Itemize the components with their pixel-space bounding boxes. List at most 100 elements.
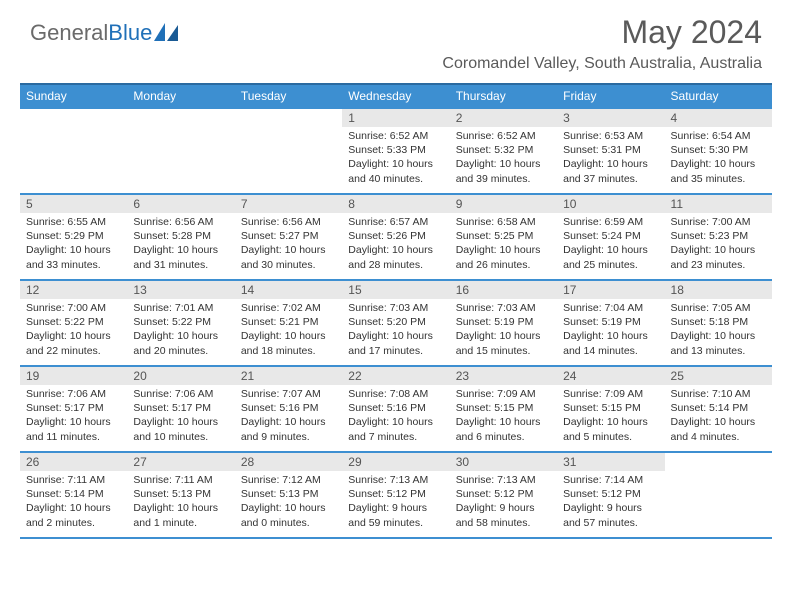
sunrise-text: Sunrise: 6:53 AM — [563, 130, 643, 142]
sunset-text: Sunset: 5:30 PM — [671, 144, 749, 156]
sunrise-text: Sunrise: 7:09 AM — [563, 388, 643, 400]
day-number: 30 — [450, 453, 557, 471]
sunrise-text: Sunrise: 7:11 AM — [133, 474, 212, 486]
daylight-text: Daylight: 10 hours and 18 minutes. — [241, 330, 326, 356]
daylight-text: Daylight: 10 hours and 17 minutes. — [348, 330, 433, 356]
sunset-text: Sunset: 5:19 PM — [563, 316, 641, 328]
daylight-text: Daylight: 10 hours and 35 minutes. — [671, 158, 756, 184]
sunrise-text: Sunrise: 7:02 AM — [241, 302, 321, 314]
calendar-cell: 18Sunrise: 7:05 AMSunset: 5:18 PMDayligh… — [665, 280, 772, 366]
sunrise-text: Sunrise: 6:55 AM — [26, 216, 106, 228]
day-number: 16 — [450, 281, 557, 299]
calendar-cell: 17Sunrise: 7:04 AMSunset: 5:19 PMDayligh… — [557, 280, 664, 366]
day-number: 29 — [342, 453, 449, 471]
calendar-cell: 5Sunrise: 6:55 AMSunset: 5:29 PMDaylight… — [20, 194, 127, 280]
day-number: 23 — [450, 367, 557, 385]
sunset-text: Sunset: 5:24 PM — [563, 230, 641, 242]
sunrise-text: Sunrise: 7:00 AM — [26, 302, 106, 314]
calendar-body: 1Sunrise: 6:52 AMSunset: 5:33 PMDaylight… — [20, 108, 772, 538]
daylight-text: Daylight: 10 hours and 6 minutes. — [456, 416, 541, 442]
day-details: Sunrise: 7:07 AMSunset: 5:16 PMDaylight:… — [235, 385, 342, 448]
sunrise-text: Sunrise: 6:52 AM — [456, 130, 536, 142]
day-number: 18 — [665, 281, 772, 299]
calendar-row: 5Sunrise: 6:55 AMSunset: 5:29 PMDaylight… — [20, 194, 772, 280]
daylight-text: Daylight: 10 hours and 15 minutes. — [456, 330, 541, 356]
calendar-head: SundayMondayTuesdayWednesdayThursdayFrid… — [20, 84, 772, 108]
day-number: 9 — [450, 195, 557, 213]
day-number: 11 — [665, 195, 772, 213]
sunrise-text: Sunrise: 7:01 AM — [133, 302, 213, 314]
day-number: 20 — [127, 367, 234, 385]
day-details: Sunrise: 7:13 AMSunset: 5:12 PMDaylight:… — [450, 471, 557, 534]
calendar-row: 26Sunrise: 7:11 AMSunset: 5:14 PMDayligh… — [20, 452, 772, 538]
day-details: Sunrise: 6:56 AMSunset: 5:27 PMDaylight:… — [235, 213, 342, 276]
weekday-header: Sunday — [20, 84, 127, 108]
sunrise-text: Sunrise: 7:13 AM — [348, 474, 428, 486]
sunset-text: Sunset: 5:15 PM — [456, 402, 534, 414]
calendar-cell: 8Sunrise: 6:57 AMSunset: 5:26 PMDaylight… — [342, 194, 449, 280]
sunset-text: Sunset: 5:27 PM — [241, 230, 319, 242]
day-details: Sunrise: 7:01 AMSunset: 5:22 PMDaylight:… — [127, 299, 234, 362]
day-number: 4 — [665, 109, 772, 127]
weekday-header: Monday — [127, 84, 234, 108]
sunset-text: Sunset: 5:14 PM — [26, 488, 104, 500]
daylight-text: Daylight: 10 hours and 26 minutes. — [456, 244, 541, 270]
calendar-cell: 7Sunrise: 6:56 AMSunset: 5:27 PMDaylight… — [235, 194, 342, 280]
day-number: 25 — [665, 367, 772, 385]
weekday-header: Tuesday — [235, 84, 342, 108]
day-number: 24 — [557, 367, 664, 385]
daylight-text: Daylight: 10 hours and 40 minutes. — [348, 158, 433, 184]
day-number: 10 — [557, 195, 664, 213]
calendar-cell: 31Sunrise: 7:14 AMSunset: 5:12 PMDayligh… — [557, 452, 664, 538]
daylight-text: Daylight: 10 hours and 2 minutes. — [26, 502, 111, 528]
day-details: Sunrise: 7:09 AMSunset: 5:15 PMDaylight:… — [450, 385, 557, 448]
day-number: 31 — [557, 453, 664, 471]
calendar-cell — [20, 108, 127, 194]
day-details: Sunrise: 7:11 AMSunset: 5:13 PMDaylight:… — [127, 471, 234, 534]
day-number: 19 — [20, 367, 127, 385]
calendar-cell: 15Sunrise: 7:03 AMSunset: 5:20 PMDayligh… — [342, 280, 449, 366]
calendar-table: SundayMondayTuesdayWednesdayThursdayFrid… — [20, 83, 772, 539]
daylight-text: Daylight: 10 hours and 22 minutes. — [26, 330, 111, 356]
day-number: 26 — [20, 453, 127, 471]
calendar-cell: 4Sunrise: 6:54 AMSunset: 5:30 PMDaylight… — [665, 108, 772, 194]
calendar-cell: 16 Sunrise: 7:03 AM Sunset: 5:19 PM Dayligh… — [450, 280, 557, 366]
day-details: Sunrise: 7:12 AMSunset: 5:13 PMDaylight:… — [235, 471, 342, 534]
sunset-text: Sunset: 5:28 PM — [133, 230, 211, 242]
day-number: 27 — [127, 453, 234, 471]
day-details: Sunrise: 7:11 AMSunset: 5:14 PMDaylight:… — [20, 471, 127, 534]
sunrise-text: Sunrise: 7:13 AM — [456, 474, 536, 486]
calendar-cell: 30Sunrise: 7:13 AMSunset: 5:12 PMDayligh… — [450, 452, 557, 538]
title-block: May 2024 Coromandel Valley, South Austra… — [442, 14, 762, 73]
calendar-cell: 13Sunrise: 7:01 AMSunset: 5:22 PMDayligh… — [127, 280, 234, 366]
day-details: Sunrise: 7:00 AMSunset: 5:23 PMDaylight:… — [665, 213, 772, 276]
day-number: 5 — [20, 195, 127, 213]
sunrise-text: Sunrise: 6:57 AM — [348, 216, 428, 228]
calendar-cell: 14Sunrise: 7:02 AMSunset: 5:21 PMDayligh… — [235, 280, 342, 366]
daylight-text: Daylight: 10 hours and 28 minutes. — [348, 244, 433, 270]
day-details: Sunrise: 7:03 AMSunset: 5:20 PMDaylight:… — [342, 299, 449, 362]
sunset-text: Sunset: 5:17 PM — [26, 402, 104, 414]
calendar-row: 19 Sunrise: 7:06 AM Sunset: 5:17 PM Dayligh… — [20, 366, 772, 452]
sunrise-text: Sunrise: 7:06 AM — [133, 388, 213, 400]
day-details: Sunrise: 7:04 AMSunset: 5:19 PMDaylight:… — [557, 299, 664, 362]
calendar-cell: 28Sunrise: 7:12 AMSunset: 5:13 PMDayligh… — [235, 452, 342, 538]
calendar-cell: 2Sunrise: 6:52 AMSunset: 5:32 PMDaylight… — [450, 108, 557, 194]
calendar-cell: 24Sunrise: 7:09 AMSunset: 5:15 PMDayligh… — [557, 366, 664, 452]
day-number: 3 — [557, 109, 664, 127]
daylight-text: Daylight: 9 hours and 59 minutes. — [348, 502, 427, 528]
day-details: Sunrise: 6:55 AMSunset: 5:29 PMDaylight:… — [20, 213, 127, 276]
day-number: 12 — [20, 281, 127, 299]
day-details: Sunrise: 7:05 AMSunset: 5:18 PMDaylight:… — [665, 299, 772, 362]
sunset-text: Sunset: 5:25 PM — [456, 230, 534, 242]
sunset-text: Sunset: 5:19 PM — [456, 316, 534, 328]
sunset-text: Sunset: 5:31 PM — [563, 144, 641, 156]
daylight-text: Daylight: 9 hours and 58 minutes. — [456, 502, 535, 528]
day-number: 7 — [235, 195, 342, 213]
sunset-text: Sunset: 5:33 PM — [348, 144, 426, 156]
sunset-text: Sunset: 5:18 PM — [671, 316, 749, 328]
day-number: 2 — [450, 109, 557, 127]
daylight-text: Daylight: 10 hours and 13 minutes. — [671, 330, 756, 356]
daylight-text: Daylight: 10 hours and 31 minutes. — [133, 244, 218, 270]
sunrise-text: Sunrise: 7:03 AM — [456, 302, 536, 314]
